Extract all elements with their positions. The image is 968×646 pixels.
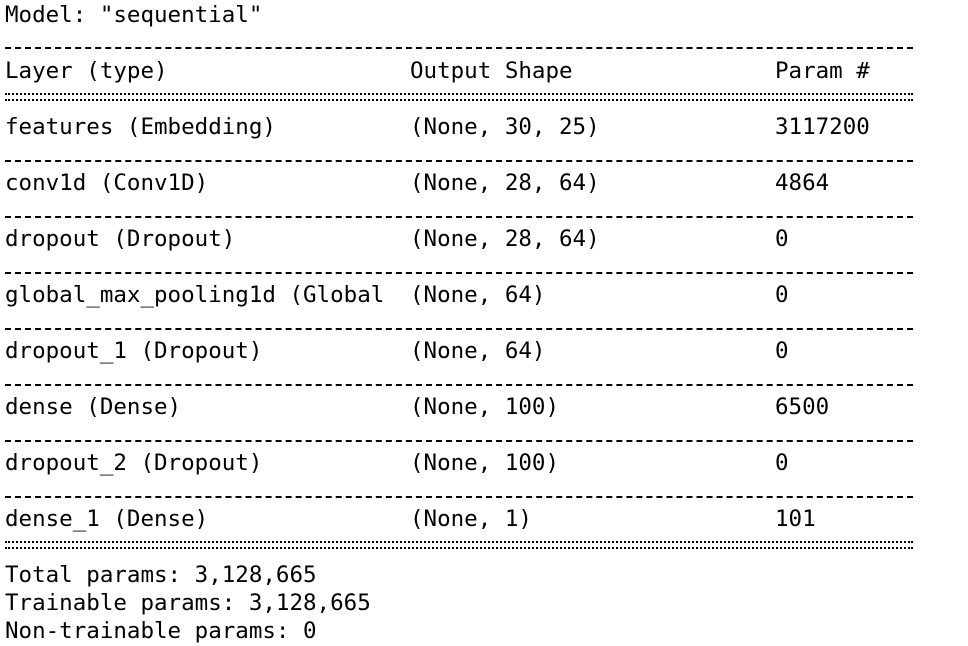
output-shape: (None, 30, 25) <box>410 114 600 140</box>
output-shape: (None, 64) <box>410 282 546 308</box>
non-trainable-params: Non-trainable params: 0 <box>5 618 317 644</box>
param-count: 0 <box>775 450 789 476</box>
layer-name: dense (Dense) <box>5 394 182 420</box>
header-bottom-rule <box>5 93 913 101</box>
param-count: 4864 <box>775 170 830 196</box>
row-separator <box>5 384 913 386</box>
output-shape: (None, 1) <box>410 506 532 532</box>
param-count: 3117200 <box>775 114 870 140</box>
row-separator <box>5 160 913 162</box>
output-shape: (None, 100) <box>410 394 560 420</box>
param-count: 101 <box>775 506 816 532</box>
param-count: 6500 <box>775 394 830 420</box>
header-param-count: Param # <box>775 58 870 84</box>
layer-name: dropout_2 (Dropout) <box>5 450 263 476</box>
output-shape: (None, 28, 64) <box>410 170 600 196</box>
header-output-shape: Output Shape <box>410 58 573 84</box>
row-separator <box>5 328 913 330</box>
header-layer-type: Layer (type) <box>5 58 168 84</box>
trainable-params: Trainable params: 3,128,665 <box>5 590 371 616</box>
layer-name: features (Embedding) <box>5 114 276 140</box>
row-separator <box>5 496 913 498</box>
header-top-rule <box>5 47 913 49</box>
layer-name: dropout (Dropout) <box>5 226 236 252</box>
output-shape: (None, 64) <box>410 338 546 364</box>
output-shape: (None, 28, 64) <box>410 226 600 252</box>
layer-name: dense_1 (Dense) <box>5 506 209 532</box>
table-bottom-rule <box>5 541 913 549</box>
model-title: Model: "sequential" <box>5 2 263 28</box>
row-separator <box>5 216 913 218</box>
row-separator <box>5 272 913 274</box>
param-count: 0 <box>775 282 789 308</box>
layer-name: conv1d (Conv1D) <box>5 170 209 196</box>
param-count: 0 <box>775 338 789 364</box>
total-params: Total params: 3,128,665 <box>5 562 317 588</box>
param-count: 0 <box>775 226 789 252</box>
output-shape: (None, 100) <box>410 450 560 476</box>
layer-name: global_max_pooling1d (Global <box>5 282 385 308</box>
row-separator <box>5 440 913 442</box>
table-header: Layer (type) Output Shape Param # <box>5 57 870 85</box>
layer-name: dropout_1 (Dropout) <box>5 338 263 364</box>
